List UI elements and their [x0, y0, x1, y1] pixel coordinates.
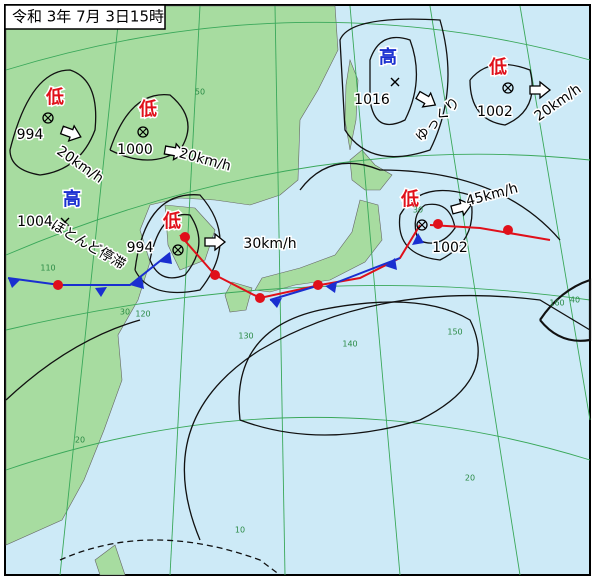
low-center: [418, 221, 426, 229]
high-center: [390, 77, 400, 87]
graticule-label: 120: [135, 310, 150, 319]
motion-arrow: [204, 232, 227, 252]
system-kind: 低: [45, 86, 64, 108]
graticule-label: 40: [570, 296, 580, 305]
low-center: [137, 126, 149, 138]
motion-arrow: [415, 90, 437, 108]
motion-arrow: [59, 124, 82, 142]
pressure-system: 低 994 30km/h: [125, 209, 298, 258]
low-center: [139, 128, 147, 136]
honshu: [254, 199, 383, 293]
hokkaido: [349, 149, 393, 191]
low-center: [504, 84, 512, 92]
motion-arrow: [529, 80, 552, 100]
system-kind: 高: [379, 46, 397, 68]
sakhalin: [344, 58, 359, 151]
graticule-label: 50: [195, 88, 205, 97]
pressure-label: 994: [127, 240, 154, 256]
system-kind: 低: [162, 210, 181, 232]
system-kind: 低: [488, 56, 507, 78]
system-kind: 低: [138, 98, 157, 120]
low-center: [42, 112, 54, 124]
system-kind: 低: [400, 188, 419, 210]
fronts: [7, 219, 551, 308]
pressure-label: 994: [17, 127, 44, 143]
graticule-label: 150: [447, 328, 462, 337]
graticule-label: 110: [40, 264, 55, 273]
low-center: [174, 246, 182, 254]
graticule-label: 20: [465, 474, 475, 483]
system-kind: 高: [63, 188, 81, 210]
graticule-label: 30: [120, 308, 130, 317]
graticule-label: 140: [342, 340, 357, 349]
pressure-label: 1000: [117, 142, 153, 158]
low-center: [416, 219, 428, 231]
korea: [164, 204, 216, 271]
graticule-label: 10: [235, 526, 245, 535]
pressure-label: 1002: [477, 104, 513, 120]
title-box: [4, 4, 166, 30]
high-center: [60, 217, 70, 227]
low-center: [502, 82, 514, 94]
low-center: [44, 114, 52, 122]
graticule: [5, 5, 591, 576]
continent: [5, 5, 339, 546]
graticule-label: 20: [75, 436, 85, 445]
pressure-label: 1004: [17, 214, 53, 230]
movement-label: 30km/h: [243, 236, 296, 252]
island: [94, 544, 126, 576]
low-center: [172, 244, 184, 256]
pressure-label: 1016: [354, 92, 390, 108]
isobars: [5, 18, 592, 576]
motion-arrow: [163, 142, 186, 161]
map-title: 令和 3年 7月 3日15時: [12, 8, 164, 26]
graticule-label: 160: [549, 299, 564, 308]
graticule-label: 30: [413, 206, 423, 215]
graticule-label: 130: [238, 332, 253, 341]
pressure-label: 1002: [432, 240, 468, 256]
motion-arrow: [450, 198, 473, 217]
